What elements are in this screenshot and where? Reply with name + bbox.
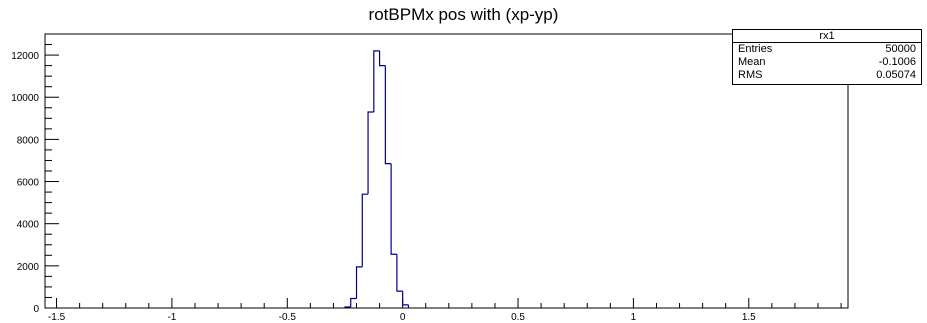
y-axis: 0 2000 4000 6000 8000 10000 12000 xyxy=(11,33,59,315)
histogram-bin xyxy=(396,254,403,292)
stats-value: 0.05074 xyxy=(876,69,916,81)
x-tick-label: 1.5 xyxy=(742,312,756,323)
y-tick-label: 10000 xyxy=(11,93,39,104)
y-tick-label: 8000 xyxy=(17,135,40,146)
stats-box: rx1 Entries 50000 Mean -0.1006 RMS 0.050… xyxy=(732,29,922,85)
stats-row-entries: Entries 50000 xyxy=(733,43,921,56)
stats-value: 50000 xyxy=(885,43,916,55)
stats-row-mean: Mean -0.1006 xyxy=(733,56,921,69)
histogram-bin xyxy=(373,50,380,112)
histogram-bin xyxy=(378,50,386,67)
histogram-bin xyxy=(390,163,397,255)
histogram-bin xyxy=(350,297,357,307)
histogram-bin xyxy=(402,291,409,306)
stats-label: Entries xyxy=(738,43,773,55)
x-axis: -1.5 -1 -0.5 0 0.5 1 1.5 xyxy=(48,298,842,323)
x-tick-label: -1.5 xyxy=(48,312,66,323)
plot-frame xyxy=(44,33,849,309)
y-tick-label: 4000 xyxy=(17,220,40,231)
x-tick-label: 0.5 xyxy=(511,312,525,323)
stats-label: RMS xyxy=(738,69,763,81)
x-tick-label: -0.5 xyxy=(279,312,297,323)
y-tick-label: 0 xyxy=(33,304,39,315)
stats-label: Mean xyxy=(738,56,766,68)
histogram-bin xyxy=(384,65,392,165)
stats-box-title: rx1 xyxy=(733,30,921,43)
histogram-bin xyxy=(355,266,363,299)
x-tick-label: -1 xyxy=(167,312,176,323)
y-tick-label: 12000 xyxy=(11,51,39,62)
y-tick-label: 6000 xyxy=(17,178,40,189)
x-tick-label: 1 xyxy=(631,312,637,323)
stats-row-rms: RMS 0.05074 xyxy=(733,69,921,82)
y-tick-label: 2000 xyxy=(17,262,40,273)
histogram-bin xyxy=(361,193,369,267)
histogram-bins xyxy=(344,50,410,308)
histogram-bin xyxy=(344,306,351,308)
histogram-bin xyxy=(367,111,374,195)
stats-value: -0.1006 xyxy=(878,56,916,68)
chart-title: rotBPMx pos with (xp-yp) xyxy=(368,5,559,24)
x-tick-label: 0 xyxy=(400,312,406,323)
plot-border xyxy=(44,33,849,309)
